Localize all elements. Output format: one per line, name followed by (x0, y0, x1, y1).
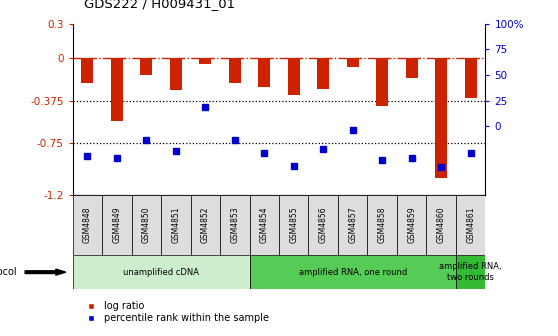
Bar (456, 195, 485, 255)
Text: GSM4859: GSM4859 (407, 207, 416, 244)
Bar (220, 195, 249, 255)
Text: GSM4861: GSM4861 (466, 207, 475, 243)
Bar (73, 195, 102, 255)
Bar (426, 195, 456, 255)
Bar (318, 58, 329, 89)
Bar (258, 58, 270, 87)
Bar (368, 195, 397, 255)
Bar (170, 58, 182, 90)
Bar (406, 58, 417, 78)
Bar (249, 255, 456, 289)
Text: GSM4857: GSM4857 (348, 207, 357, 244)
Bar (309, 195, 338, 255)
Bar (199, 58, 211, 64)
Bar (81, 58, 93, 83)
Bar (347, 58, 359, 67)
Text: unamplified cDNA: unamplified cDNA (123, 268, 199, 277)
Text: GSM4856: GSM4856 (319, 207, 328, 244)
Text: GSM4848: GSM4848 (83, 207, 92, 243)
Bar (456, 255, 485, 289)
Bar (190, 195, 220, 255)
Bar (229, 58, 240, 83)
Bar (465, 58, 477, 98)
Text: GSM4853: GSM4853 (230, 207, 239, 244)
Text: protocol: protocol (0, 267, 17, 277)
Bar (435, 58, 447, 178)
Text: GDS222 / H009431_01: GDS222 / H009431_01 (84, 0, 235, 10)
Text: GSM4852: GSM4852 (201, 207, 210, 243)
Text: GSM4855: GSM4855 (289, 207, 298, 244)
Text: GSM4860: GSM4860 (437, 207, 446, 244)
Bar (397, 195, 426, 255)
Text: GSM4858: GSM4858 (378, 207, 387, 243)
Bar (249, 195, 279, 255)
Text: GSM4854: GSM4854 (260, 207, 269, 244)
Bar (73, 255, 249, 289)
Bar (338, 195, 368, 255)
Text: amplified RNA, one round: amplified RNA, one round (299, 268, 407, 277)
Legend: log ratio, percentile rank within the sample: log ratio, percentile rank within the sa… (78, 297, 272, 327)
Text: GSM4850: GSM4850 (142, 207, 151, 244)
Text: GSM4851: GSM4851 (171, 207, 180, 243)
Bar (102, 195, 132, 255)
Bar (376, 58, 388, 106)
Bar (279, 195, 309, 255)
Bar (161, 195, 190, 255)
Bar (288, 58, 300, 95)
Bar (132, 195, 161, 255)
Text: GSM4849: GSM4849 (112, 207, 121, 244)
Bar (111, 58, 123, 121)
Text: amplified RNA,
two rounds: amplified RNA, two rounds (439, 262, 502, 282)
Bar (141, 58, 152, 75)
